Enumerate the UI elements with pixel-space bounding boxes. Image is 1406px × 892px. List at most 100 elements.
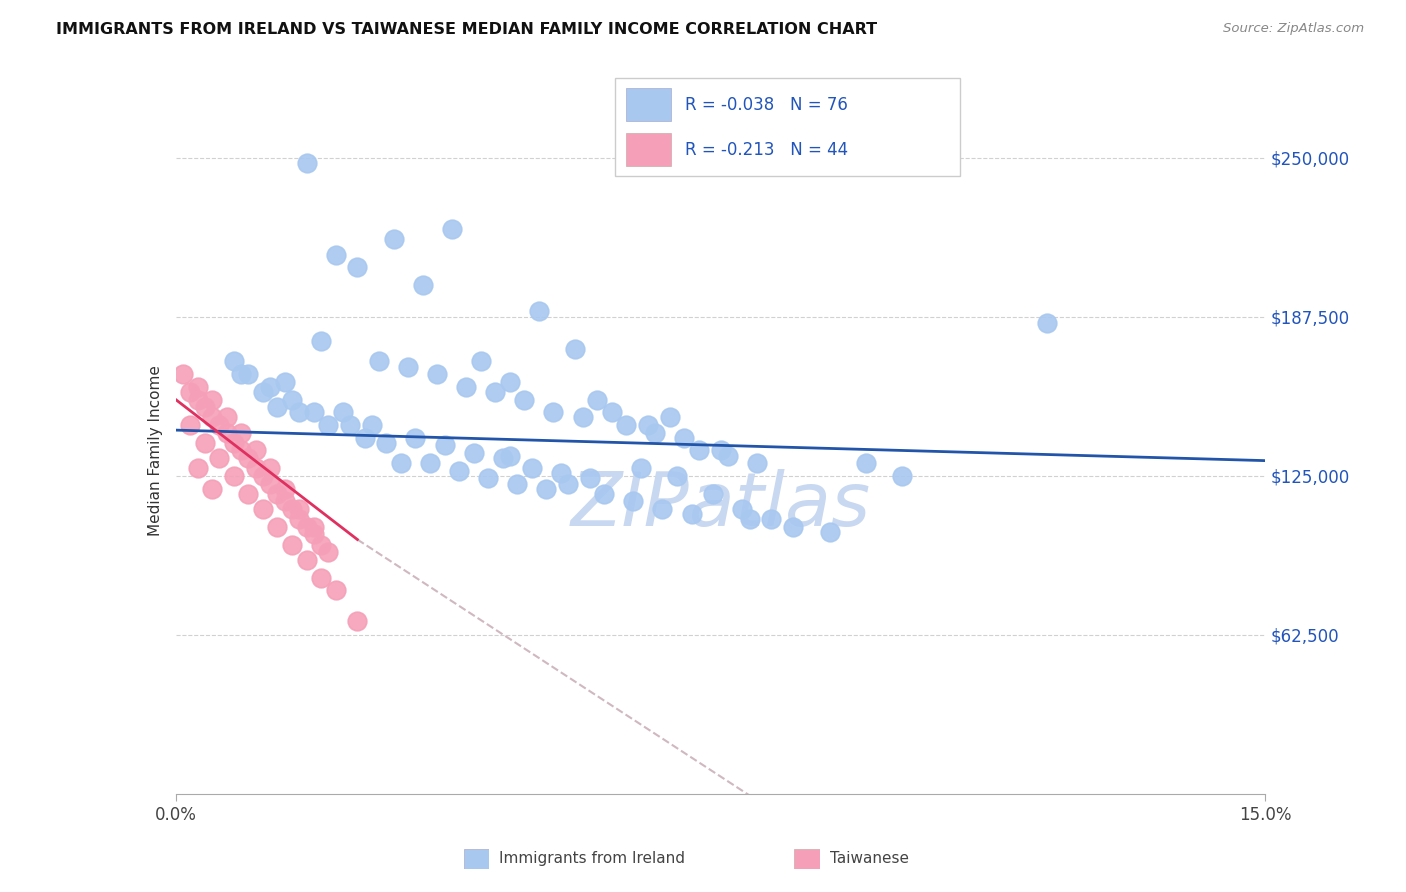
- Point: [614, 417, 637, 432]
- Point: [309, 538, 332, 552]
- Point: [238, 451, 260, 466]
- Point: [702, 486, 724, 500]
- Point: [440, 222, 463, 236]
- Point: [318, 417, 340, 432]
- Point: [281, 538, 304, 552]
- Point: [186, 380, 209, 394]
- Bar: [626, 88, 672, 121]
- Point: [222, 469, 245, 483]
- Point: [274, 375, 297, 389]
- Point: [238, 367, 260, 381]
- Point: [231, 443, 253, 458]
- Point: [238, 486, 260, 500]
- Point: [426, 367, 449, 381]
- Point: [637, 417, 659, 432]
- Point: [557, 476, 579, 491]
- Point: [738, 512, 761, 526]
- Point: [419, 456, 441, 470]
- Point: [463, 446, 485, 460]
- Point: [492, 451, 515, 466]
- Point: [673, 431, 696, 445]
- Point: [309, 571, 332, 585]
- Point: [621, 494, 644, 508]
- Point: [782, 520, 804, 534]
- Point: [375, 435, 398, 450]
- Point: [513, 392, 536, 407]
- Point: [527, 303, 550, 318]
- Point: [600, 405, 623, 419]
- Point: [571, 410, 593, 425]
- Point: [477, 471, 499, 485]
- Point: [339, 417, 361, 432]
- Point: [259, 380, 281, 394]
- Point: [353, 431, 375, 445]
- Point: [520, 461, 543, 475]
- Point: [731, 502, 754, 516]
- Point: [288, 502, 311, 516]
- Point: [550, 467, 572, 481]
- Point: [433, 438, 456, 452]
- Point: [651, 502, 673, 516]
- Point: [318, 545, 340, 559]
- Point: [499, 375, 522, 389]
- Point: [332, 405, 354, 419]
- Point: [579, 471, 602, 485]
- Point: [222, 354, 245, 368]
- Point: [288, 512, 311, 526]
- Point: [456, 380, 478, 394]
- Point: [382, 232, 405, 246]
- Point: [266, 520, 288, 534]
- Text: ZIPatlas: ZIPatlas: [571, 469, 870, 541]
- Point: [389, 456, 412, 470]
- Point: [186, 392, 209, 407]
- Point: [710, 443, 733, 458]
- Point: [1036, 316, 1059, 330]
- Point: [405, 431, 427, 445]
- Point: [506, 476, 529, 491]
- Point: [208, 451, 231, 466]
- Point: [658, 410, 681, 425]
- Point: [201, 392, 224, 407]
- Point: [245, 461, 267, 475]
- Point: [295, 553, 318, 567]
- Point: [179, 417, 201, 432]
- Text: IMMIGRANTS FROM IRELAND VS TAIWANESE MEDIAN FAMILY INCOME CORRELATION CHART: IMMIGRANTS FROM IRELAND VS TAIWANESE MED…: [56, 22, 877, 37]
- Point: [252, 502, 274, 516]
- Point: [499, 449, 522, 463]
- Point: [259, 476, 281, 491]
- Point: [681, 507, 703, 521]
- Point: [252, 384, 274, 399]
- Point: [252, 469, 274, 483]
- Point: [302, 520, 325, 534]
- Point: [274, 482, 297, 496]
- Y-axis label: Median Family Income: Median Family Income: [148, 365, 163, 536]
- Point: [644, 425, 666, 440]
- Point: [484, 384, 506, 399]
- Point: [368, 354, 391, 368]
- Point: [447, 464, 470, 478]
- Point: [855, 456, 877, 470]
- Point: [396, 359, 419, 374]
- Point: [630, 461, 652, 475]
- Point: [172, 367, 194, 381]
- Point: [231, 425, 253, 440]
- Point: [818, 524, 841, 539]
- Point: [412, 278, 434, 293]
- Point: [288, 405, 311, 419]
- Point: [201, 482, 224, 496]
- Point: [222, 435, 245, 450]
- Point: [179, 384, 201, 399]
- Point: [194, 401, 217, 415]
- Point: [745, 456, 768, 470]
- Point: [761, 512, 783, 526]
- Point: [266, 486, 288, 500]
- Point: [534, 482, 557, 496]
- Point: [309, 334, 332, 348]
- Point: [201, 410, 224, 425]
- Text: Source: ZipAtlas.com: Source: ZipAtlas.com: [1223, 22, 1364, 36]
- Text: R = -0.038   N = 76: R = -0.038 N = 76: [686, 95, 848, 113]
- Point: [586, 392, 609, 407]
- Point: [281, 392, 304, 407]
- Point: [325, 247, 347, 261]
- Point: [295, 156, 318, 170]
